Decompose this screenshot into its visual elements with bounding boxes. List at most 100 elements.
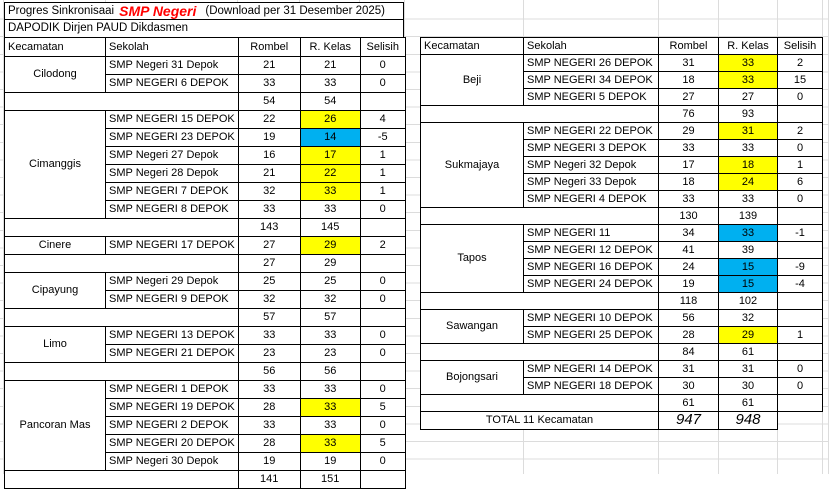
rombel-cell[interactable]: 19	[237, 452, 301, 471]
rombel-cell[interactable]: 33	[237, 416, 301, 435]
selisih-cell[interactable]: 0	[777, 88, 823, 106]
rkelas-cell[interactable]: 33	[299, 398, 361, 417]
subtotal-rkelas-cell[interactable]: 29	[299, 254, 361, 273]
rkelas-cell[interactable]: 33	[718, 190, 778, 208]
sekolah-cell[interactable]: SMP NEGERI 24 DEPOK	[523, 275, 659, 293]
column-header[interactable]: Sekolah	[105, 37, 239, 57]
rkelas-cell[interactable]: 17	[299, 146, 361, 165]
rombel-cell[interactable]: 27	[658, 88, 719, 106]
sekolah-cell[interactable]: SMP Negeri 32 Depok	[523, 156, 659, 174]
rombel-cell[interactable]: 34	[658, 224, 719, 242]
selisih-cell[interactable]: 5	[359, 434, 406, 453]
subtotal-rombel-cell[interactable]: 130	[658, 207, 719, 225]
subtotal-rombel-cell[interactable]: 54	[237, 92, 301, 111]
subtotal-rkelas-cell[interactable]: 139	[718, 207, 778, 225]
kecamatan-cell[interactable]: Cipayung	[4, 272, 106, 309]
subtotal-selisih-cell[interactable]	[777, 207, 823, 225]
selisih-cell[interactable]: -4	[777, 275, 823, 293]
subtotal-rkelas-cell[interactable]: 102	[718, 292, 778, 310]
selisih-cell[interactable]	[777, 241, 823, 259]
rombel-cell[interactable]: 16	[237, 146, 301, 165]
subtotal-rkelas-cell[interactable]: 145	[299, 218, 361, 237]
subtotal-selisih-cell[interactable]	[359, 308, 406, 327]
rombel-cell[interactable]: 19	[237, 128, 301, 147]
selisih-cell[interactable]: 15	[777, 71, 823, 89]
selisih-cell[interactable]: 0	[359, 74, 406, 93]
rombel-cell[interactable]: 33	[237, 74, 301, 93]
subtotal-rkelas-cell[interactable]: 61	[718, 343, 778, 361]
sekolah-cell[interactable]: SMP NEGERI 19 DEPOK	[105, 398, 239, 417]
subtotal-rkelas-cell[interactable]: 151	[299, 470, 361, 489]
sekolah-cell[interactable]: SMP NEGERI 21 DEPOK	[105, 344, 239, 363]
column-header[interactable]: R. Kelas	[718, 37, 778, 55]
sekolah-cell[interactable]: SMP Negeri 31 Depok	[105, 56, 239, 75]
subtotal-label-cell[interactable]	[4, 308, 239, 327]
rombel-cell[interactable]: 25	[237, 272, 301, 291]
sekolah-cell[interactable]: SMP NEGERI 8 DEPOK	[105, 200, 239, 219]
rombel-cell[interactable]: 21	[237, 56, 301, 75]
subtotal-label-cell[interactable]	[4, 92, 239, 111]
subtotal-label-cell[interactable]	[420, 105, 659, 123]
kecamatan-cell[interactable]: Cimanggis	[4, 110, 106, 219]
subtotal-selisih-cell[interactable]	[777, 292, 823, 310]
sekolah-cell[interactable]: SMP NEGERI 6 DEPOK	[105, 74, 239, 93]
kecamatan-cell[interactable]: Cilodong	[4, 56, 106, 93]
rombel-cell[interactable]: 56	[658, 309, 719, 327]
subtotal-label-cell[interactable]	[420, 343, 659, 361]
sekolah-cell[interactable]: SMP NEGERI 1 DEPOK	[105, 380, 239, 399]
subtotal-selisih-cell[interactable]	[359, 92, 406, 111]
sekolah-cell[interactable]: SMP NEGERI 11	[523, 224, 659, 242]
rombel-cell[interactable]: 33	[658, 139, 719, 157]
rombel-cell[interactable]: 17	[658, 156, 719, 174]
subtotal-rombel-cell[interactable]: 84	[658, 343, 719, 361]
rombel-cell[interactable]: 22	[237, 110, 301, 129]
selisih-cell[interactable]: -9	[777, 258, 823, 276]
sekolah-cell[interactable]: SMP Negeri 30 Depok	[105, 452, 239, 471]
subtotal-rombel-cell[interactable]: 118	[658, 292, 719, 310]
selisih-cell[interactable]: -1	[777, 224, 823, 242]
rombel-cell[interactable]: 33	[237, 200, 301, 219]
sekolah-cell[interactable]: SMP Negeri 33 Depok	[523, 173, 659, 191]
rkelas-cell[interactable]: 29	[299, 236, 361, 255]
subtotal-selisih-cell[interactable]	[359, 362, 406, 381]
selisih-cell[interactable]: -5	[359, 128, 406, 147]
subtotal-label-cell[interactable]	[420, 292, 659, 310]
selisih-cell[interactable]: 0	[777, 377, 823, 395]
rkelas-cell[interactable]: 18	[718, 156, 778, 174]
rkelas-cell[interactable]: 33	[299, 326, 361, 345]
sekolah-cell[interactable]: SMP NEGERI 4 DEPOK	[523, 190, 659, 208]
total-rombel-cell[interactable]: 947	[658, 411, 719, 430]
selisih-cell[interactable]: 2	[777, 122, 823, 140]
rombel-cell[interactable]: 32	[237, 290, 301, 309]
rkelas-cell[interactable]: 33	[299, 182, 361, 201]
sekolah-cell[interactable]: SMP NEGERI 2 DEPOK	[105, 416, 239, 435]
rombel-cell[interactable]: 31	[658, 54, 719, 72]
rkelas-cell[interactable]: 22	[299, 164, 361, 183]
rombel-cell[interactable]: 28	[237, 434, 301, 453]
rombel-cell[interactable]: 33	[237, 380, 301, 399]
subtotal-selisih-cell[interactable]	[777, 343, 823, 361]
rkelas-cell[interactable]: 19	[299, 452, 361, 471]
sekolah-cell[interactable]: SMP NEGERI 22 DEPOK	[523, 122, 659, 140]
rkelas-cell[interactable]: 33	[299, 434, 361, 453]
subtotal-rkelas-cell[interactable]: 61	[718, 394, 778, 412]
sekolah-cell[interactable]: SMP NEGERI 12 DEPOK	[523, 241, 659, 259]
rkelas-cell[interactable]: 32	[299, 290, 361, 309]
column-header[interactable]: Kecamatan	[4, 37, 106, 57]
selisih-cell[interactable]: 0	[359, 344, 406, 363]
sekolah-cell[interactable]: SMP NEGERI 3 DEPOK	[523, 139, 659, 157]
rkelas-cell[interactable]: 31	[718, 122, 778, 140]
rombel-cell[interactable]: 28	[658, 326, 719, 344]
rkelas-cell[interactable]: 14	[299, 128, 361, 147]
sekolah-cell[interactable]: SMP NEGERI 10 DEPOK	[523, 309, 659, 327]
sekolah-cell[interactable]: SMP NEGERI 9 DEPOK	[105, 290, 239, 309]
total-label-cell[interactable]: TOTAL 11 Kecamatan	[420, 411, 659, 430]
subtotal-selisih-cell[interactable]	[777, 394, 823, 412]
subtotal-label-cell[interactable]	[4, 470, 239, 489]
rkelas-cell[interactable]: 26	[299, 110, 361, 129]
selisih-cell[interactable]: 1	[777, 326, 823, 344]
rkelas-cell[interactable]: 25	[299, 272, 361, 291]
sekolah-cell[interactable]: SMP NEGERI 15 DEPOK	[105, 110, 239, 129]
selisih-cell[interactable]: 0	[359, 272, 406, 291]
sekolah-cell[interactable]: SMP NEGERI 34 DEPOK	[523, 71, 659, 89]
